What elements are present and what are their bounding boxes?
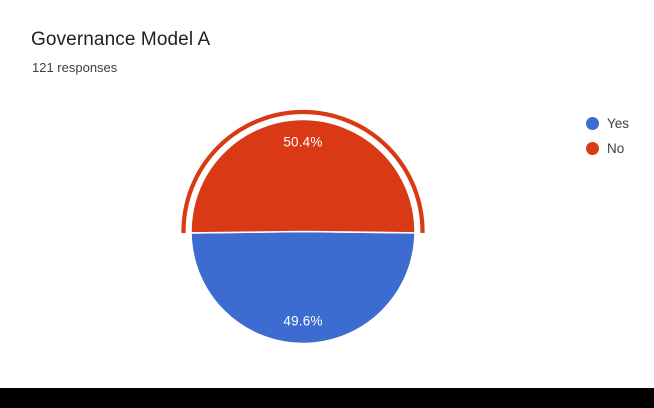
- slice-highlight-ring: [181, 109, 425, 234]
- slice-label-yes: 49.6%: [283, 314, 322, 329]
- legend: Yes No: [586, 116, 629, 156]
- legend-swatch-yes-icon: [586, 117, 599, 130]
- slice-label-no: 50.4%: [283, 134, 322, 149]
- legend-label-yes: Yes: [607, 116, 630, 131]
- bottom-black-bar: [0, 388, 654, 408]
- pie-slice-yes[interactable]: [190, 230, 416, 345]
- response-count: 121 responses: [32, 60, 118, 75]
- legend-item-no: No: [586, 141, 629, 156]
- legend-label-no: No: [607, 141, 625, 156]
- legend-swatch-no-icon: [586, 142, 599, 155]
- legend-item-yes: Yes: [586, 116, 629, 131]
- question-title: Governance Model A: [31, 29, 211, 50]
- pie-slice-no[interactable]: [190, 118, 416, 234]
